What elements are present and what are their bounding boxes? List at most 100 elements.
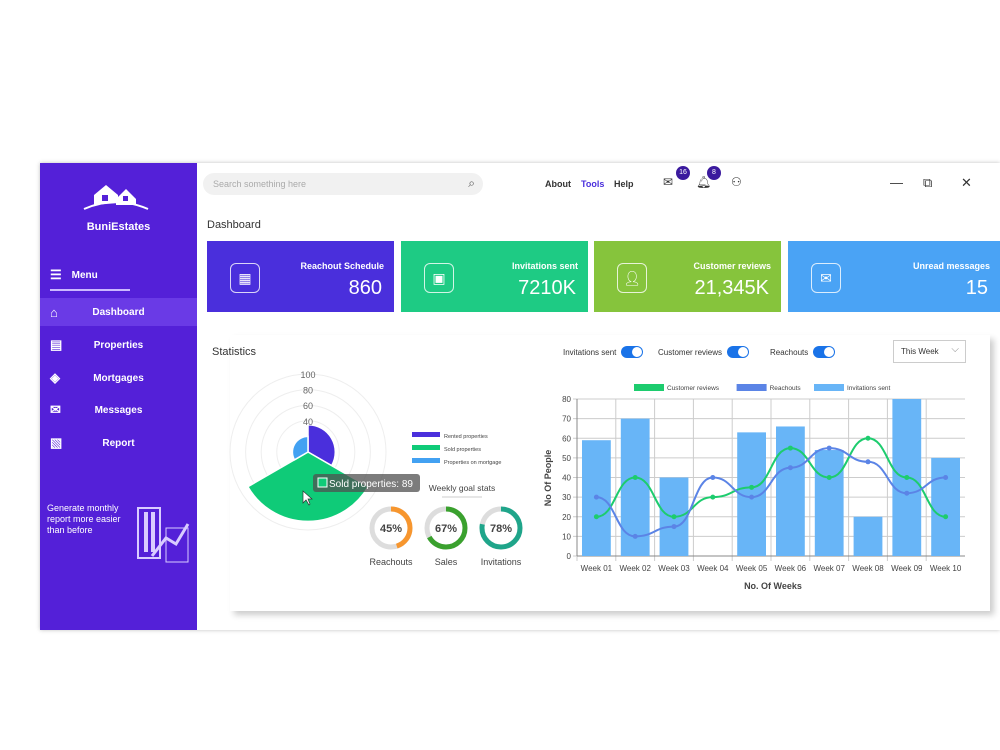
promo-text: Generate monthly report more easier than… xyxy=(47,503,121,535)
legend-label: Rented properties xyxy=(444,434,488,440)
toggle-invitations-sent[interactable]: Invitations sent xyxy=(563,346,644,358)
nav-link-help[interactable]: Help xyxy=(614,179,634,189)
mail-icon[interactable]: ✉ xyxy=(663,175,674,189)
sidebar-item-report[interactable]: ▧ Report xyxy=(40,429,197,457)
sidebar-item-messages[interactable]: ✉ Messages xyxy=(40,396,197,424)
x-tick-label: Week 08 xyxy=(852,564,884,573)
card-reachout-schedule[interactable]: ▦ Reachout Schedule 860 xyxy=(207,241,394,312)
y-tick-label: 20 xyxy=(562,513,571,522)
nav-label: Messages xyxy=(94,404,143,416)
data-point xyxy=(710,494,716,500)
x-tick-label: Week 01 xyxy=(581,564,613,573)
data-point xyxy=(671,514,677,520)
legend-swatch xyxy=(814,384,844,391)
data-point xyxy=(749,494,755,500)
nav-label: Mortgages xyxy=(93,372,144,384)
nav-link-tools[interactable]: Tools xyxy=(581,179,605,189)
data-point xyxy=(904,475,910,480)
toggle-label: Customer reviews xyxy=(658,347,723,357)
calendar-icon: ▦ xyxy=(230,263,260,293)
y-tick-label: 30 xyxy=(562,493,571,502)
y-axis-label: No Of People xyxy=(543,450,553,507)
sidebar-item-dashboard[interactable]: ⌂ Dashboard xyxy=(40,298,197,326)
report-icon: ▧ xyxy=(50,435,63,450)
report-illustration-icon xyxy=(137,507,190,563)
legend-swatch xyxy=(736,384,767,391)
x-tick-label: Week 06 xyxy=(775,564,807,573)
minimize-icon[interactable]: — xyxy=(890,175,903,190)
nav-label: Dashboard xyxy=(92,306,145,318)
bell-icon[interactable]: 🔔︎ xyxy=(696,175,712,189)
card-label: Reachout Schedule xyxy=(300,261,384,271)
y-tick-label: 60 xyxy=(562,434,571,443)
properties-icon: ▤ xyxy=(50,337,63,352)
toggle-switch[interactable] xyxy=(813,346,836,358)
cursor-icon xyxy=(302,490,313,506)
polar-tick-label: 60 xyxy=(303,401,313,411)
data-point xyxy=(671,524,677,530)
menu-label: Menu xyxy=(71,269,98,281)
nav-label: Properties xyxy=(93,339,144,351)
goal-label: Invitations xyxy=(481,557,522,567)
data-point xyxy=(865,459,871,465)
data-point xyxy=(787,465,793,471)
toggle-customer-reviews[interactable]: Customer reviews xyxy=(658,346,750,358)
legend-swatch xyxy=(412,432,440,437)
restore-icon[interactable]: ⧉ xyxy=(923,175,933,190)
polar-slice xyxy=(246,451,370,523)
legend-swatch xyxy=(634,384,664,391)
data-point xyxy=(632,475,638,480)
card-label: Unread messages xyxy=(912,261,990,271)
x-tick-label: Week 09 xyxy=(891,564,923,573)
toggle-reachouts[interactable]: Reachouts xyxy=(770,346,836,358)
home-icon: ⌂ xyxy=(50,304,58,320)
notification-badge: 8 xyxy=(707,166,721,180)
data-point xyxy=(593,494,599,500)
close-icon[interactable]: ✕ xyxy=(961,175,972,190)
data-point xyxy=(826,445,832,451)
nav-link-about[interactable]: About xyxy=(545,179,571,189)
goal-label: Reachouts xyxy=(369,557,413,567)
line-series xyxy=(596,447,946,538)
legend-label: Sold properties xyxy=(444,447,481,453)
x-tick-label: Week 05 xyxy=(736,564,768,573)
line-series xyxy=(596,437,946,518)
tooltip-text: Sold properties: 89 xyxy=(329,479,413,490)
x-tick-label: Week 10 xyxy=(930,564,962,573)
menu-toggle[interactable]: ☰ Menu xyxy=(50,267,130,291)
y-tick-label: 0 xyxy=(567,552,572,561)
data-point xyxy=(943,514,949,520)
x-tick-label: Week 02 xyxy=(619,564,651,573)
sidebar-item-mortgages[interactable]: ◈ Mortgages xyxy=(40,364,197,392)
x-tick-label: Week 07 xyxy=(813,564,845,573)
card-customer-reviews[interactable]: 👤︎ Customer reviews 21,345K xyxy=(594,241,781,312)
hamburger-icon: ☰ xyxy=(50,267,62,282)
search-input[interactable]: Search something here ⌕ xyxy=(203,173,483,195)
card-value: 15 xyxy=(965,277,988,299)
tooltip-box xyxy=(313,474,420,492)
card-unread-messages[interactable]: ✉ Unread messages 15 xyxy=(788,241,1000,312)
card-value: 7210K xyxy=(518,277,576,299)
card-value: 21,345K xyxy=(694,277,769,299)
polar-tick-label: 40 xyxy=(303,417,313,427)
x-axis-label: No. Of Weeks xyxy=(744,581,802,591)
period-select[interactable]: This Week ⌵ xyxy=(893,340,966,363)
polar-grid-ring xyxy=(229,373,387,531)
data-point xyxy=(632,533,638,539)
search-icon[interactable]: ⌕ xyxy=(468,176,475,190)
card-value: 860 xyxy=(348,277,382,299)
statistics-title: Statistics xyxy=(212,346,257,358)
page-title: Dashboard xyxy=(207,219,261,231)
toggle-switch[interactable] xyxy=(621,346,644,358)
card-invitations-sent[interactable]: ▣ Invitations sent 7210K xyxy=(401,241,588,312)
toggle-switch[interactable] xyxy=(727,346,750,358)
user-icon[interactable]: ⚇ xyxy=(731,175,742,189)
data-point xyxy=(593,514,599,520)
sidebar-item-properties[interactable]: ▤ Properties xyxy=(40,331,197,359)
data-point xyxy=(710,475,716,480)
bar xyxy=(931,457,960,556)
goals-title: Weekly goal stats xyxy=(429,483,495,493)
logo-house-icon xyxy=(83,185,149,210)
goal-ring-progress xyxy=(369,506,413,550)
